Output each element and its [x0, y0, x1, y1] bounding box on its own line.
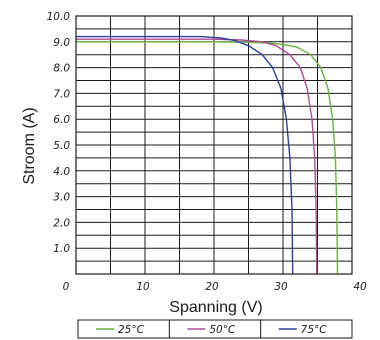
- x-tick-labels: 0 10 20 30 40: [63, 281, 367, 293]
- x-tick-label: 10: [136, 281, 150, 293]
- legend-label: 75°C: [301, 324, 328, 336]
- legend-label: 50°C: [209, 324, 236, 336]
- y-tick-label: 5.0: [53, 140, 70, 152]
- y-axis-title: Stroom (A): [21, 107, 38, 184]
- x-tick-label: 30: [274, 281, 288, 293]
- y-tick-label: 2.0: [53, 217, 70, 229]
- y-tick-label: 7.0: [53, 88, 70, 100]
- legend-frame: [77, 319, 353, 339]
- series-line-75: [76, 35, 294, 275]
- plot-frame: [75, 15, 353, 275]
- y-tick-label: 10.0: [47, 11, 71, 23]
- y-tick-label: 1.0: [53, 243, 70, 255]
- x-tick-label: 40: [353, 281, 367, 293]
- y-tick-label: 4.0: [53, 166, 70, 178]
- y-tick-label: 9.0: [53, 37, 70, 49]
- legend: 25°C 50°C 75°C: [77, 319, 353, 339]
- series-lines: [76, 35, 339, 275]
- y-tick-labels: 1.0 2.0 3.0 4.0 5.0 6.0 7.0 8.0 9.0 10.0: [47, 11, 71, 255]
- x-tick-label: 0: [63, 281, 70, 293]
- series-line-25: [76, 41, 339, 275]
- y-tick-label: 6.0: [53, 114, 70, 126]
- y-tick-label: 3.0: [53, 192, 70, 204]
- series-line-50: [76, 38, 318, 275]
- y-tick-label: 8.0: [53, 63, 70, 75]
- x-axis-title: Spanning (V): [169, 299, 262, 316]
- grid-lines: [75, 15, 353, 275]
- legend-label: 25°C: [118, 324, 145, 336]
- x-tick-label: 20: [205, 281, 219, 293]
